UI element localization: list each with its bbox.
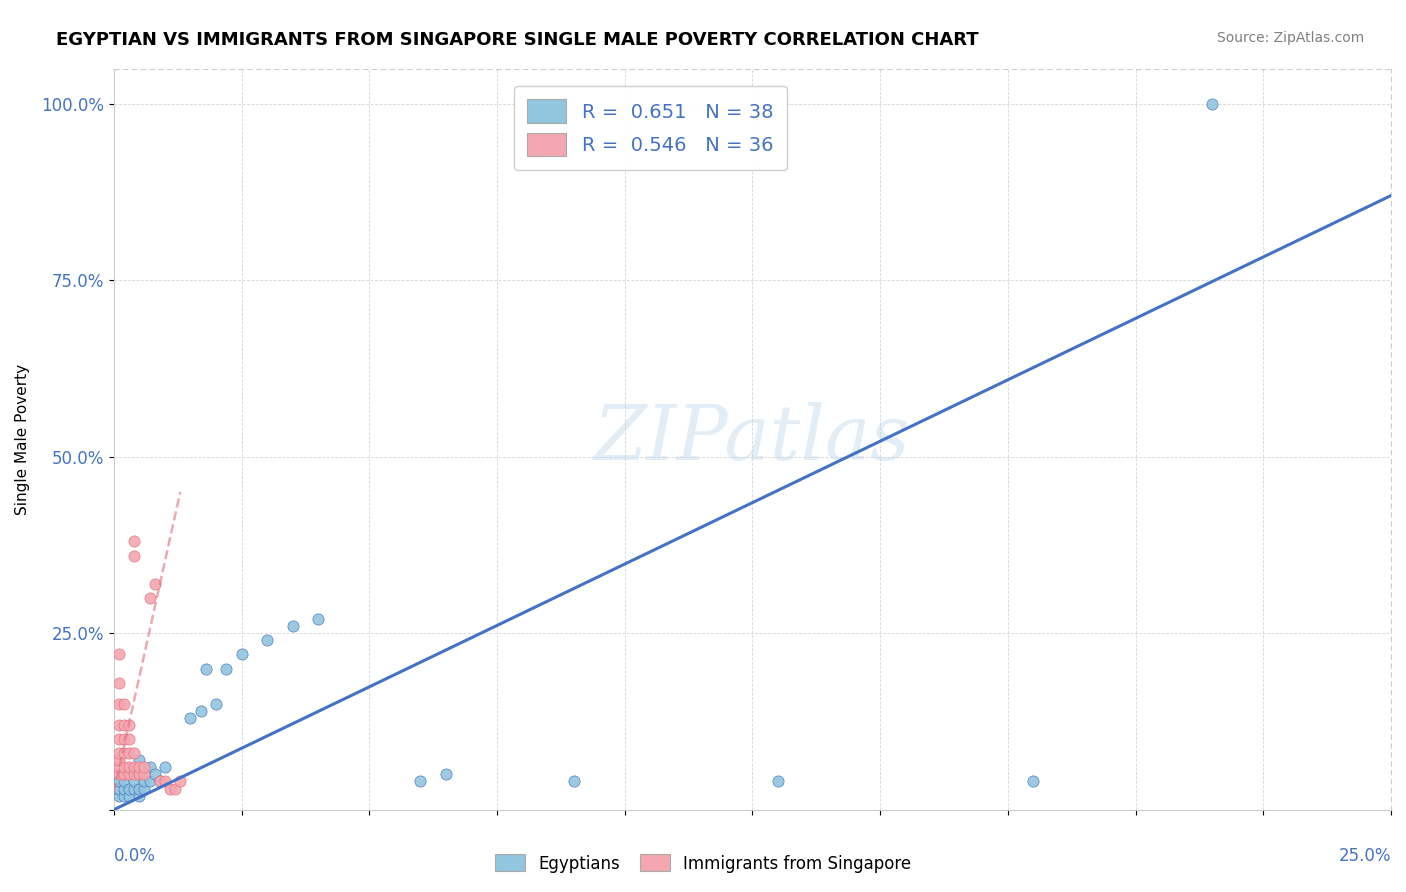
Text: ZIPatlas: ZIPatlas	[595, 402, 911, 476]
Point	[153, 760, 176, 774]
Point	[138, 591, 160, 605]
Point	[108, 781, 131, 796]
Point	[281, 619, 304, 633]
Point	[190, 704, 212, 718]
Point	[108, 648, 131, 662]
Point	[122, 767, 145, 781]
Point	[112, 746, 135, 760]
Point	[122, 549, 145, 563]
Point	[149, 774, 172, 789]
Text: EGYPTIAN VS IMMIGRANTS FROM SINGAPORE SINGLE MALE POVERTY CORRELATION CHART: EGYPTIAN VS IMMIGRANTS FROM SINGAPORE SI…	[56, 31, 979, 49]
Point	[118, 767, 141, 781]
Point	[409, 774, 432, 789]
Point	[143, 767, 166, 781]
Point	[112, 789, 135, 803]
Point	[165, 781, 187, 796]
Point	[112, 718, 135, 732]
Point	[118, 789, 141, 803]
Point	[128, 753, 150, 767]
Point	[108, 697, 131, 711]
Point	[128, 781, 150, 796]
Point	[149, 774, 172, 789]
Legend: Egyptians, Immigrants from Singapore: Egyptians, Immigrants from Singapore	[488, 847, 918, 880]
Point	[134, 774, 156, 789]
Point	[112, 767, 135, 781]
Point	[108, 789, 131, 803]
Point	[118, 718, 141, 732]
Point	[169, 774, 191, 789]
Point	[108, 732, 131, 747]
Point	[118, 732, 141, 747]
Point	[434, 767, 457, 781]
Point	[122, 746, 145, 760]
Point	[118, 781, 141, 796]
Point	[112, 781, 135, 796]
Text: Source: ZipAtlas.com: Source: ZipAtlas.com	[1216, 31, 1364, 45]
Point	[134, 760, 156, 774]
Point	[138, 760, 160, 774]
Point	[128, 767, 150, 781]
Point	[108, 718, 131, 732]
Point	[128, 767, 150, 781]
Point	[159, 781, 181, 796]
Point	[143, 577, 166, 591]
Point	[138, 774, 160, 789]
Point	[122, 774, 145, 789]
Legend: R =  0.651   N = 38, R =  0.546   N = 36: R = 0.651 N = 38, R = 0.546 N = 36	[513, 86, 787, 170]
Point	[108, 675, 131, 690]
Point	[112, 697, 135, 711]
Point	[118, 760, 141, 774]
Point	[562, 774, 585, 789]
Point	[231, 648, 253, 662]
Point	[134, 781, 156, 796]
Point	[118, 746, 141, 760]
Point	[128, 760, 150, 774]
Point	[112, 732, 135, 747]
Text: 0.0%: 0.0%	[114, 847, 156, 864]
Point	[112, 774, 135, 789]
Point	[122, 781, 145, 796]
Point	[108, 760, 131, 774]
Text: 25.0%: 25.0%	[1339, 847, 1391, 864]
Point	[112, 760, 135, 774]
Y-axis label: Single Male Poverty: Single Male Poverty	[15, 364, 30, 515]
Point	[179, 711, 201, 725]
Point	[1201, 96, 1223, 111]
Point	[112, 767, 135, 781]
Point	[134, 767, 156, 781]
Point	[215, 661, 238, 675]
Point	[194, 661, 217, 675]
Point	[205, 697, 228, 711]
Point	[128, 789, 150, 803]
Point	[108, 753, 131, 767]
Point	[108, 767, 131, 781]
Point	[1022, 774, 1045, 789]
Point	[766, 774, 789, 789]
Point	[153, 774, 176, 789]
Point	[118, 767, 141, 781]
Point	[307, 612, 329, 626]
Point	[108, 774, 131, 789]
Point	[256, 633, 278, 648]
Point	[122, 760, 145, 774]
Point	[108, 746, 131, 760]
Point	[122, 534, 145, 549]
